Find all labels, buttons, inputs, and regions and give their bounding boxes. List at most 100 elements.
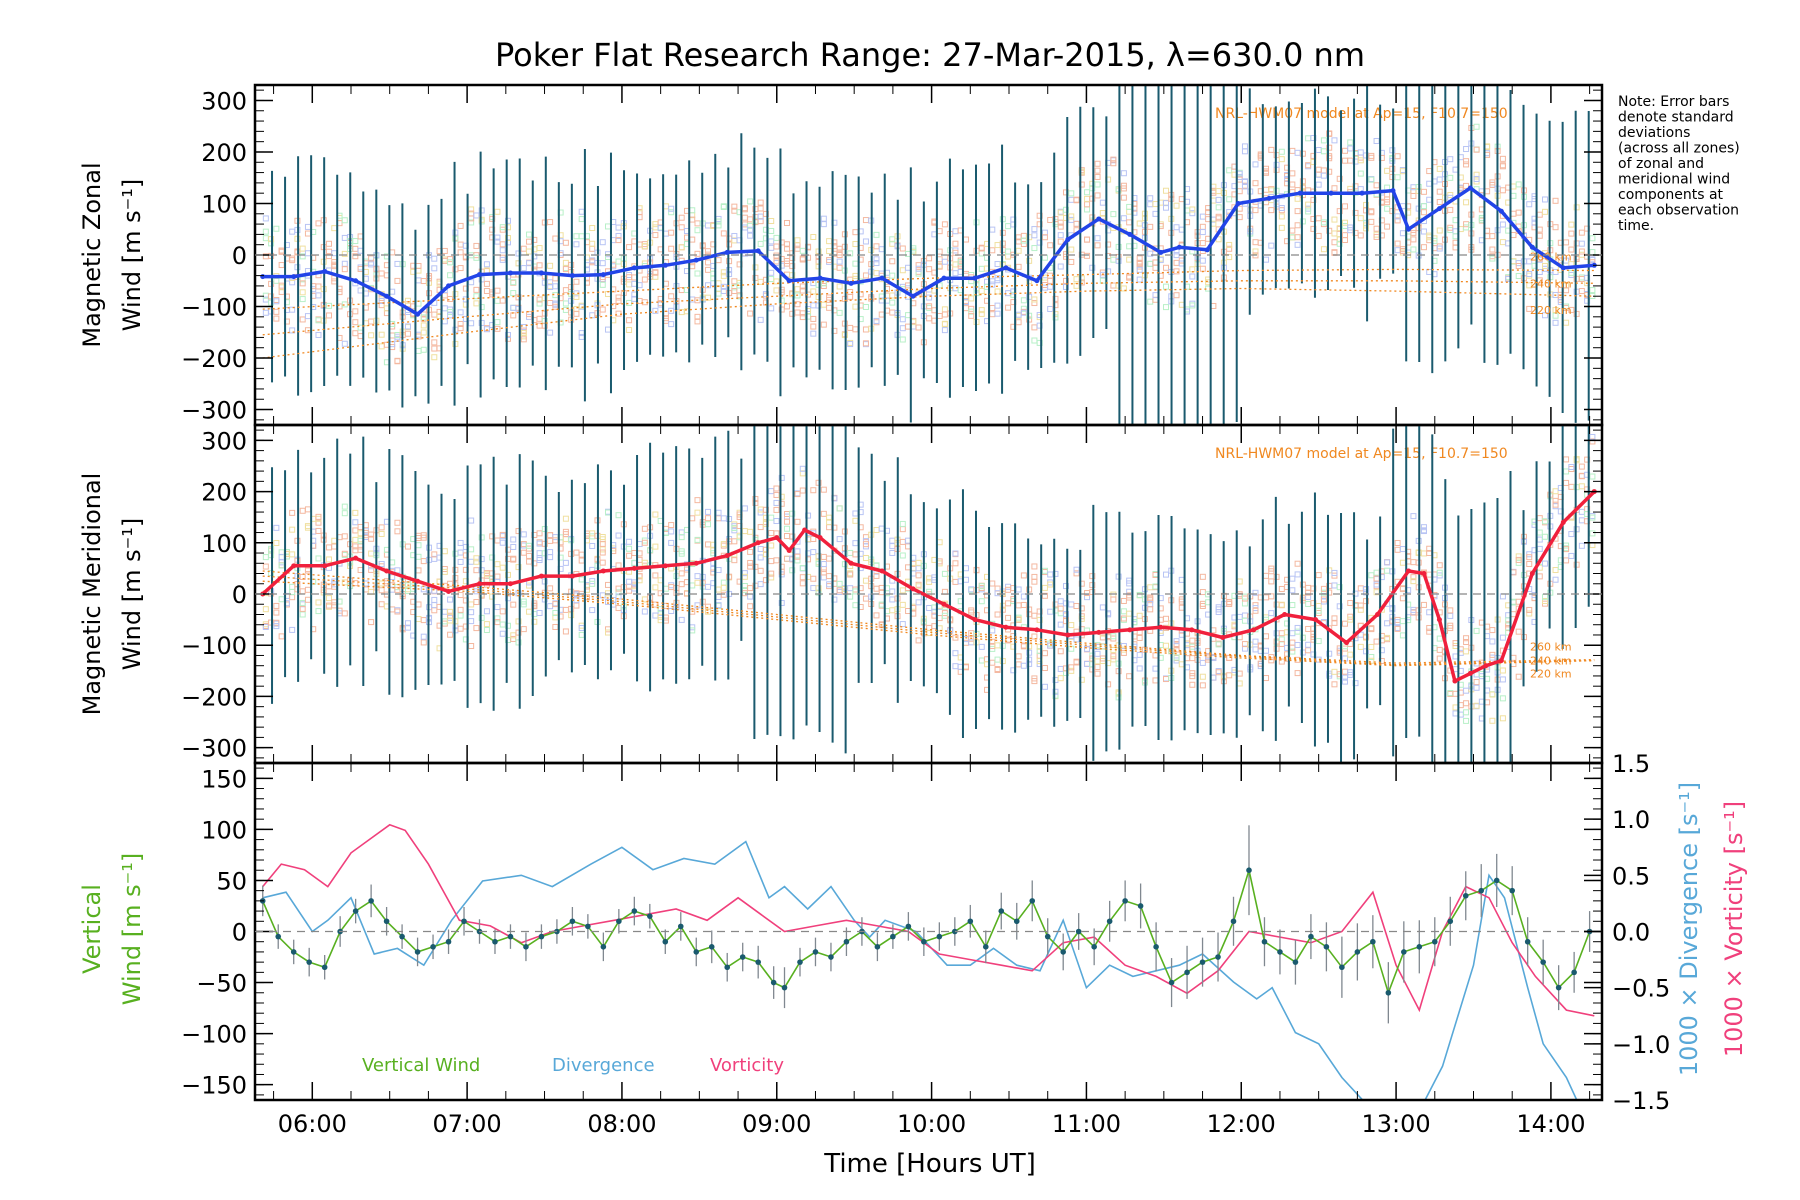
zonal-zone-point bbox=[926, 304, 933, 311]
vertical-wind-point bbox=[368, 898, 374, 904]
meridional-zone-point bbox=[899, 552, 906, 559]
meridional-zone-point bbox=[494, 573, 501, 580]
meridional-zone-point bbox=[1526, 610, 1533, 617]
meridional-zone-point bbox=[1341, 620, 1348, 627]
meridional-zone-point bbox=[1410, 559, 1417, 566]
meridional-wind-point bbox=[1127, 627, 1133, 633]
vertical-wind-point bbox=[1168, 979, 1175, 986]
zonal-zone-point bbox=[1399, 249, 1406, 256]
zonal-zone-point bbox=[1031, 337, 1038, 344]
vertical-wind-point bbox=[445, 938, 452, 945]
zonal-zone-point bbox=[1236, 214, 1243, 221]
zonal-zone-point bbox=[457, 241, 464, 248]
meridional-zone-point bbox=[520, 598, 527, 605]
meridional-zone-point bbox=[852, 540, 859, 547]
zonal-zone-point bbox=[1394, 240, 1401, 247]
meridional-zone-point bbox=[389, 559, 396, 566]
zonal-zone-point bbox=[1436, 165, 1443, 172]
zonal-zone-point bbox=[1152, 201, 1159, 208]
meridional-zone-point bbox=[936, 615, 943, 622]
meridional-zone-point bbox=[899, 621, 906, 628]
zonal-zone-point bbox=[368, 261, 375, 268]
zonal-zone-point bbox=[262, 235, 269, 242]
zonal-zone-point bbox=[941, 221, 948, 228]
meridional-zone-point bbox=[989, 627, 996, 634]
zonal-zone-point bbox=[483, 326, 490, 333]
meridional-zone-point bbox=[478, 592, 485, 599]
meridional-zone-point bbox=[905, 564, 912, 571]
meridional-zone-point bbox=[705, 583, 712, 590]
zonal-zone-point bbox=[289, 327, 296, 334]
zonal-zone-point bbox=[1526, 282, 1533, 289]
meridional-zone-point bbox=[899, 520, 906, 527]
meridional-zone-point bbox=[499, 621, 506, 628]
zonal-zone-point bbox=[615, 232, 622, 239]
zonal-zone-point bbox=[678, 214, 685, 221]
zonal-zone-point bbox=[941, 321, 948, 328]
meridional-zone-point bbox=[1178, 661, 1185, 668]
zonal-zone-point bbox=[1241, 143, 1248, 150]
meridional-zone-point bbox=[589, 607, 596, 614]
vertical-wind-point bbox=[1292, 959, 1299, 965]
meridional-zone-point bbox=[431, 596, 438, 603]
meridional-zone-point bbox=[394, 607, 401, 614]
zonal-zone-point bbox=[331, 278, 338, 285]
meridional-zone-point bbox=[441, 548, 448, 555]
zonal-zone-point bbox=[826, 258, 833, 265]
vertical-wind-point bbox=[352, 908, 359, 914]
zonal-zone-point bbox=[352, 330, 359, 337]
zonal-zone-point bbox=[1020, 305, 1027, 312]
zonal-zone-point bbox=[810, 288, 817, 295]
meridional-zone-point bbox=[1241, 612, 1248, 619]
meridional-zone-point bbox=[747, 585, 754, 592]
meridional-zone-point bbox=[404, 543, 411, 550]
zonal-zone-point bbox=[1278, 205, 1285, 212]
zonal-zone-point bbox=[768, 269, 775, 276]
zonal-wind-point bbox=[941, 275, 947, 281]
meridional-zone-point bbox=[705, 521, 712, 528]
zonal-zone-point bbox=[1084, 195, 1091, 202]
meridional-zone-point bbox=[757, 567, 764, 574]
zonal-zone-point bbox=[1031, 296, 1038, 303]
zonal-zone-point bbox=[1252, 248, 1259, 255]
zonal-zone-point bbox=[1436, 188, 1443, 195]
zonal-zone-point bbox=[299, 296, 306, 303]
meridional-zone-point bbox=[662, 617, 669, 624]
meridional-zone-point bbox=[547, 532, 554, 539]
zonal-zone-point bbox=[1084, 236, 1091, 243]
meridional-zone-point bbox=[668, 608, 675, 615]
meridional-wind-point bbox=[538, 573, 544, 579]
meridional-zone-point bbox=[852, 517, 859, 524]
meridional-zone-point bbox=[826, 555, 833, 562]
zonal-zone-point bbox=[678, 244, 685, 251]
meridional-zone-point bbox=[1005, 583, 1012, 590]
zonal-zone-point bbox=[1510, 232, 1517, 239]
zonal-zone-point bbox=[341, 301, 348, 308]
zonal-zone-point bbox=[1384, 167, 1391, 174]
zonal-zone-point bbox=[1578, 251, 1585, 258]
zonal-zone-point bbox=[1315, 232, 1322, 239]
zonal-zone-point bbox=[1215, 204, 1222, 211]
zonal-zone-point bbox=[510, 304, 517, 311]
meridional-zone-point bbox=[1305, 625, 1312, 632]
vertical-wind-point bbox=[739, 954, 746, 960]
zonal-zone-point bbox=[1510, 192, 1517, 199]
meridional-zone-point bbox=[668, 539, 675, 546]
zonal-zone-point bbox=[1368, 152, 1375, 159]
meridional-zone-point bbox=[457, 558, 464, 565]
meridional-zone-point bbox=[741, 505, 748, 512]
meridional-zone-point bbox=[578, 576, 585, 583]
meridional-zone-point bbox=[962, 639, 969, 646]
meridional-wind-point bbox=[662, 563, 668, 569]
zonal-zone-point bbox=[873, 270, 880, 277]
zonal-zone-point bbox=[1320, 246, 1327, 253]
zonal-zone-point bbox=[1320, 148, 1327, 155]
zonal-zone-point bbox=[1341, 232, 1348, 239]
zonal-zone-point bbox=[526, 238, 533, 245]
meridional-zone-point bbox=[1399, 618, 1406, 625]
zonal-zone-point bbox=[1368, 176, 1375, 183]
meridional-zone-point bbox=[768, 530, 775, 537]
meridional-zone-point bbox=[689, 624, 696, 631]
meridional-zone-point bbox=[1263, 572, 1270, 579]
meridional-wind-point bbox=[477, 581, 482, 587]
